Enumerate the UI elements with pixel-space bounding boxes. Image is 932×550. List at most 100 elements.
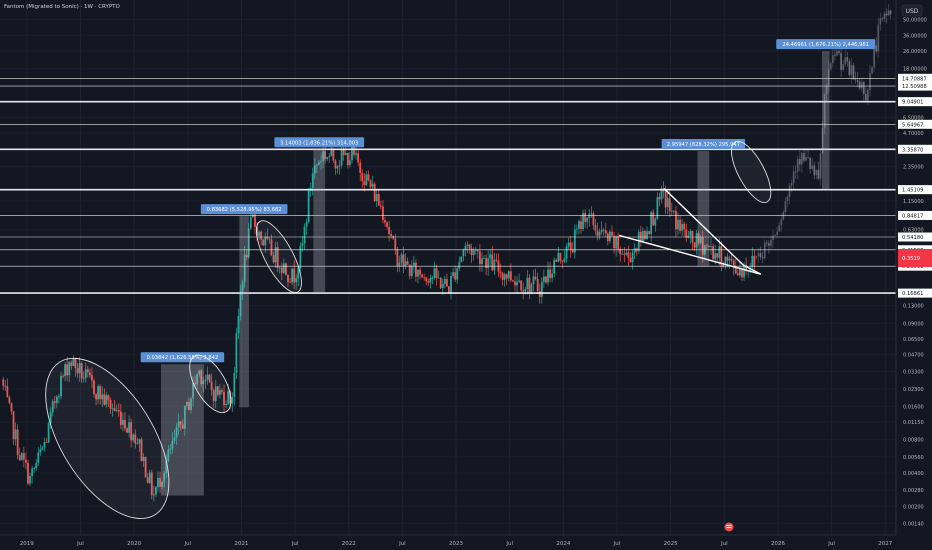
candle [613, 235, 615, 249]
time-axis[interactable] [0, 535, 932, 550]
candle [415, 262, 417, 277]
candle [464, 245, 467, 251]
candle [216, 386, 219, 395]
price-tick-label: 18.00000 [903, 67, 927, 73]
candle [95, 394, 97, 400]
candle [324, 151, 327, 160]
candle [183, 405, 186, 429]
candle [677, 219, 679, 230]
level-label-box [898, 185, 932, 195]
candle [14, 429, 17, 440]
projection-candle [774, 234, 776, 236]
candle [538, 290, 541, 297]
candle [734, 266, 737, 274]
candle [336, 166, 339, 169]
candle [132, 434, 135, 441]
candle [169, 448, 172, 450]
candle [247, 228, 250, 258]
candle [105, 395, 108, 405]
currency-badge[interactable] [901, 4, 923, 17]
candle [569, 242, 572, 250]
candle [623, 253, 626, 255]
projection-candle [805, 156, 807, 161]
candle [115, 410, 118, 411]
candle [200, 370, 203, 385]
candle [637, 231, 640, 252]
candle [88, 372, 91, 376]
candle [551, 273, 554, 279]
projection-candle [759, 253, 762, 258]
projection-candle [844, 57, 847, 65]
candle [479, 251, 481, 265]
candle [103, 394, 106, 405]
candle [124, 419, 126, 429]
projection-candle [885, 13, 888, 16]
candle [192, 382, 194, 399]
candle [167, 449, 170, 462]
price-tick-label: 0.00400 [903, 471, 924, 477]
projection-candle [776, 231, 779, 235]
projection-candle [807, 156, 809, 158]
candle [148, 472, 151, 483]
candle [379, 205, 382, 207]
projection-candle [864, 94, 867, 101]
candle [55, 396, 58, 403]
measure-box [313, 149, 326, 293]
projection-candle [881, 18, 884, 20]
candle [142, 456, 145, 461]
event-flag-icon[interactable] [724, 522, 734, 532]
candle [357, 153, 360, 163]
candle [198, 370, 201, 375]
candle [91, 375, 93, 381]
projection-candle [784, 201, 787, 213]
candle [51, 401, 54, 413]
candle [334, 160, 337, 169]
candle [474, 250, 477, 252]
time-tick-label: Jul [76, 541, 84, 547]
candle [745, 264, 748, 272]
projection-candle [786, 196, 789, 202]
time-tick-label: 2022 [342, 541, 356, 547]
candle [351, 146, 353, 161]
candle [74, 358, 77, 369]
candles [2, 4, 892, 502]
candle [128, 422, 130, 433]
level-label: 5.64967 [902, 122, 923, 128]
measure-box [697, 151, 710, 268]
level-label: 14.70887 [902, 76, 927, 82]
ellipse-annotation [189, 354, 232, 414]
candle [22, 453, 25, 460]
price-tick-label: 4.70000 [903, 131, 924, 137]
candle [476, 250, 479, 252]
price-tick-label: 0.04700 [903, 353, 924, 359]
candle [664, 191, 667, 208]
level-price-labels: 14.70887 12.50988 9.04901 5.64967 3.35870 1.4… [898, 73, 932, 298]
candle [266, 236, 269, 239]
candle [679, 219, 681, 231]
candle [421, 274, 424, 278]
candle [84, 369, 87, 379]
candle [697, 233, 700, 244]
candle [369, 180, 372, 187]
price-tick-label: 26.00000 [903, 49, 927, 55]
candle [693, 242, 696, 248]
level-label-box [898, 97, 932, 107]
candle [522, 290, 525, 292]
candle [204, 379, 207, 382]
candle [119, 411, 122, 425]
candle [400, 254, 403, 263]
candle [282, 263, 285, 273]
candle [534, 276, 537, 279]
level-label: 0.29531 [902, 264, 923, 270]
candle [466, 244, 469, 246]
candle [681, 223, 684, 231]
candle [736, 273, 739, 276]
candle [594, 225, 597, 231]
candle [578, 221, 580, 229]
candle [489, 254, 492, 259]
currency-label: USD [906, 8, 919, 15]
candle [732, 260, 735, 267]
projection-candle [873, 45, 876, 68]
projection-candle [813, 165, 816, 176]
